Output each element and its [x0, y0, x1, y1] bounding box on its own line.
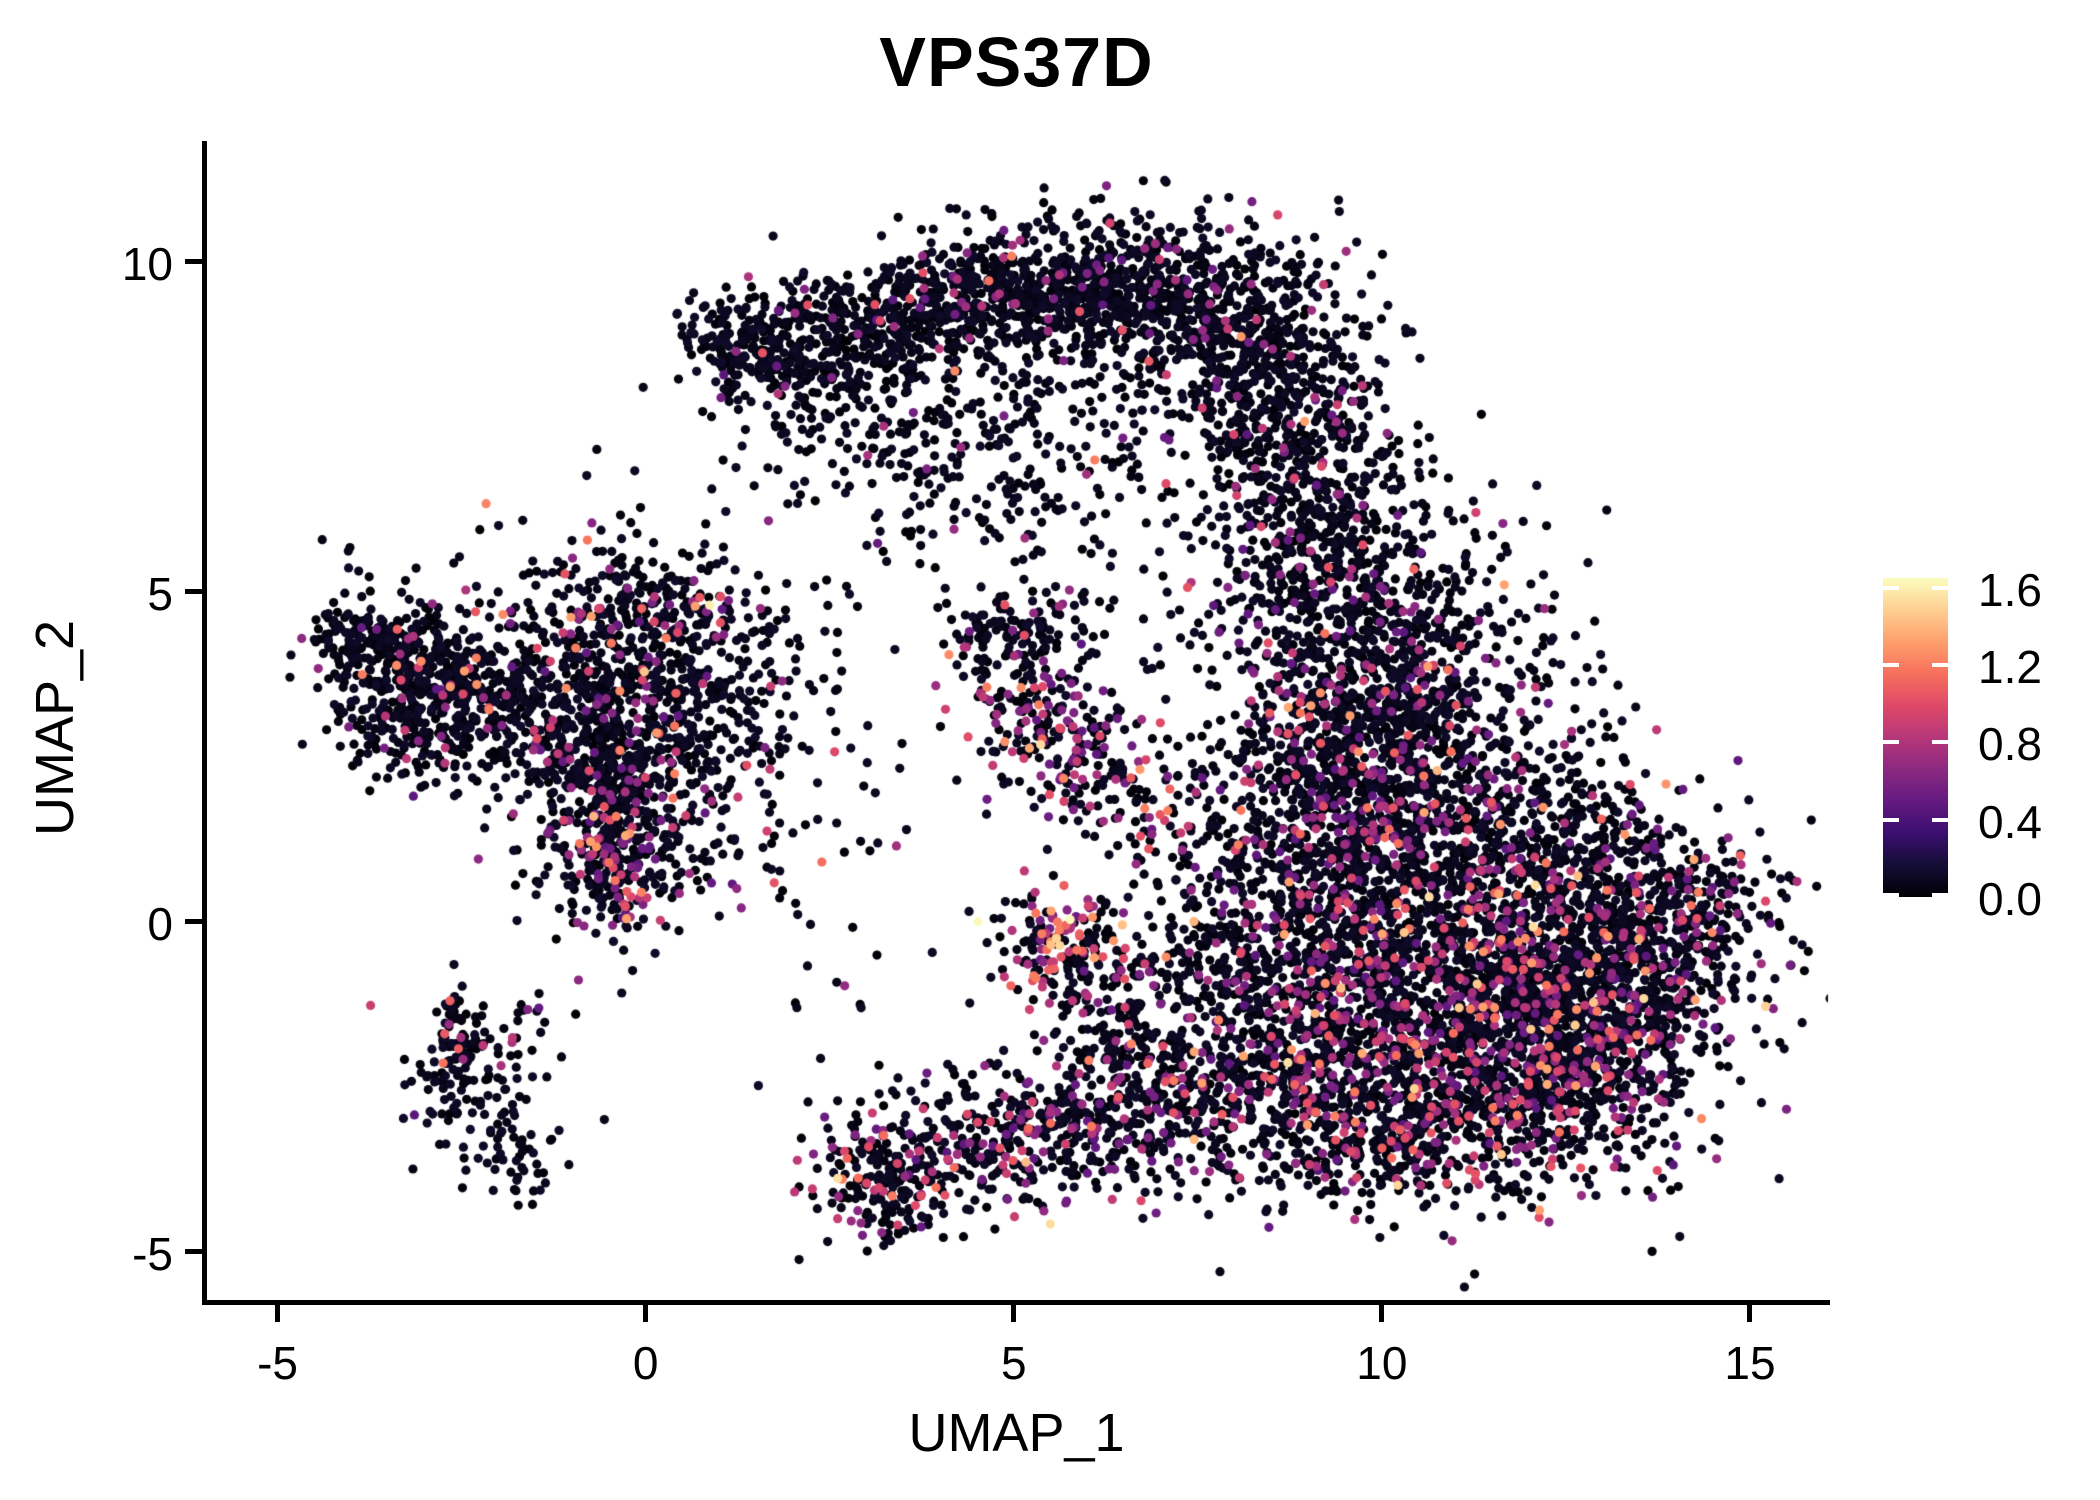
- colorbar-tick-mark: [1932, 740, 1948, 745]
- y-axis-line: [202, 141, 207, 1304]
- x-tick-label: 0: [632, 1337, 659, 1389]
- x-tick-label: 10: [1356, 1337, 1408, 1389]
- x-tick-mark: [643, 1304, 649, 1322]
- y-tick-mark: [185, 1249, 203, 1255]
- colorbar-tick-label: 1.6: [1978, 563, 2042, 616]
- expression-colorbar: [1883, 578, 1948, 897]
- colorbar-tick-mark: [1883, 585, 1899, 590]
- colorbar-tick-mark: [1883, 817, 1899, 822]
- y-tick-mark: [185, 919, 203, 925]
- x-tick-mark: [275, 1304, 281, 1322]
- colorbar-tick-label: 0.4: [1978, 795, 2042, 848]
- x-axis-title: UMAP_1: [908, 1403, 1125, 1463]
- colorbar-tick-mark: [1932, 893, 1948, 897]
- colorbar-tick-label: 0.8: [1978, 718, 2042, 771]
- y-tick-mark: [185, 589, 203, 595]
- plot-panel: [205, 143, 1828, 1302]
- colorbar-tick-mark: [1883, 740, 1899, 745]
- x-tick-mark: [1011, 1304, 1017, 1322]
- y-tick-mark: [185, 259, 203, 265]
- y-tick-label: 10: [121, 237, 173, 290]
- x-tick-label: 5: [1000, 1337, 1027, 1389]
- colorbar-tick-mark: [1883, 663, 1899, 667]
- x-tick-mark: [1379, 1304, 1385, 1322]
- colorbar-gradient: [1883, 578, 1948, 897]
- colorbar-tick-mark: [1932, 817, 1948, 822]
- y-tick-label: -5: [132, 1227, 173, 1280]
- y-tick-label: 5: [147, 567, 173, 620]
- y-axis-title: UMAP_2: [25, 619, 85, 837]
- x-axis-line: [202, 1300, 1830, 1305]
- colorbar-tick-label: 0.0: [1978, 873, 2042, 925]
- x-tick-mark: [1747, 1304, 1753, 1322]
- x-tick-label: 15: [1724, 1337, 1776, 1389]
- colorbar-tick-mark: [1932, 585, 1948, 590]
- colorbar-tick-label: 1.2: [1978, 641, 2042, 693]
- y-tick-label: 0: [147, 897, 173, 950]
- colorbar-tick-mark: [1932, 663, 1948, 667]
- x-tick-label: -5: [257, 1337, 298, 1389]
- colorbar-tick-mark: [1883, 893, 1899, 897]
